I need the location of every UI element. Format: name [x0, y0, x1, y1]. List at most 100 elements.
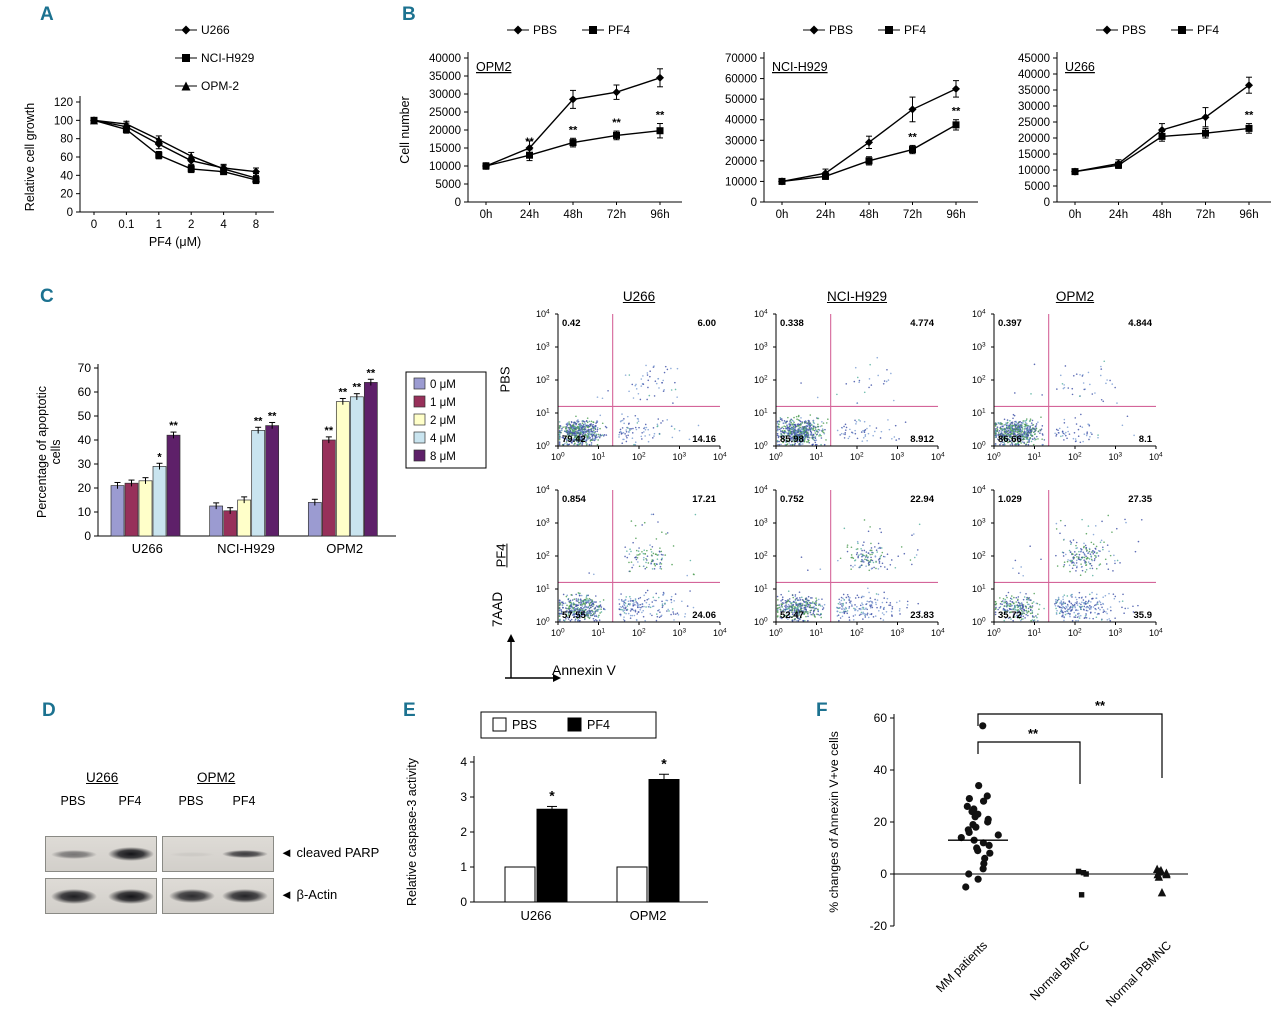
svg-text:102: 102	[1068, 628, 1082, 639]
svg-text:50: 50	[78, 409, 92, 423]
svg-text:60000: 60000	[725, 74, 757, 86]
svg-text:102: 102	[536, 551, 550, 562]
svg-text:U266: U266	[520, 908, 551, 923]
svg-text:**: **	[908, 131, 917, 143]
panel-c-label: C	[40, 286, 54, 307]
svg-text:48h: 48h	[563, 209, 582, 221]
blot-group-opm2: OPM2	[197, 770, 236, 785]
svg-text:PF4: PF4	[608, 23, 630, 37]
svg-text:25000: 25000	[429, 107, 461, 119]
svg-text:102: 102	[850, 452, 864, 463]
svg-text:2: 2	[188, 219, 194, 231]
svg-text:**: **	[952, 106, 961, 118]
svg-text:96h: 96h	[650, 209, 669, 221]
svg-text:48h: 48h	[859, 209, 878, 221]
blot-lane-label: PF4	[118, 794, 142, 808]
svg-text:**: **	[656, 110, 665, 122]
svg-text:100: 100	[54, 115, 73, 127]
svg-text:103: 103	[891, 628, 905, 639]
svg-text:0h: 0h	[776, 209, 789, 221]
svg-text:103: 103	[1109, 628, 1123, 639]
svg-text:OPM-2: OPM-2	[201, 79, 239, 93]
svg-text:27.35: 27.35	[1128, 494, 1152, 505]
svg-text:100: 100	[754, 441, 768, 452]
svg-text:**: **	[268, 410, 277, 422]
svg-text:0: 0	[84, 529, 91, 543]
blot-strip-actin-u266	[45, 878, 157, 914]
svg-text:96h: 96h	[1239, 209, 1258, 221]
svg-text:100: 100	[972, 441, 986, 452]
flow-row-label-pf4: PF4	[493, 543, 509, 568]
svg-text:-20: -20	[870, 919, 888, 933]
svg-text:6.00: 6.00	[698, 318, 717, 329]
svg-text:100: 100	[536, 441, 550, 452]
svg-text:0 μM: 0 μM	[430, 379, 456, 391]
svg-text:25000: 25000	[1018, 117, 1050, 129]
svg-text:100: 100	[769, 452, 783, 463]
svg-text:Relative cell growth: Relative cell growth	[23, 103, 37, 211]
svg-text:NCI-H929: NCI-H929	[217, 541, 275, 556]
svg-text:8: 8	[253, 219, 259, 231]
svg-text:8 μM: 8 μM	[430, 451, 456, 463]
svg-text:30000: 30000	[1018, 101, 1050, 113]
svg-text:PBS: PBS	[1122, 23, 1146, 37]
svg-text:*: *	[157, 451, 162, 463]
svg-text:Percentage of apoptotic: Percentage of apoptotic	[35, 386, 49, 518]
svg-text:20000: 20000	[429, 125, 461, 137]
panel-f-label: F	[816, 700, 828, 721]
svg-text:22.94: 22.94	[910, 494, 934, 505]
svg-text:85.98: 85.98	[780, 434, 804, 445]
svg-text:101: 101	[536, 408, 550, 419]
svg-text:35.9: 35.9	[1134, 610, 1153, 621]
svg-text:102: 102	[754, 551, 768, 562]
svg-text:0h: 0h	[1069, 209, 1082, 221]
svg-text:70000: 70000	[725, 53, 757, 65]
blot-strip-actin-opm2	[162, 878, 274, 914]
svg-text:103: 103	[754, 518, 768, 529]
svg-text:4: 4	[220, 219, 227, 231]
left-arrowhead-icon: ◄	[280, 887, 293, 902]
svg-text:0: 0	[460, 895, 467, 909]
svg-text:Relative caspase-3 activity: Relative caspase-3 activity	[405, 757, 419, 906]
panel-d-label: D	[42, 700, 56, 721]
svg-text:5000: 5000	[1024, 181, 1050, 193]
svg-text:104: 104	[931, 452, 945, 463]
svg-text:20: 20	[60, 189, 73, 201]
svg-text:0.397: 0.397	[998, 318, 1022, 329]
svg-text:15000: 15000	[429, 143, 461, 155]
svg-text:104: 104	[931, 628, 945, 639]
svg-text:96h: 96h	[946, 209, 965, 221]
svg-text:0: 0	[1044, 197, 1050, 209]
svg-text:30000: 30000	[429, 89, 461, 101]
svg-text:102: 102	[1068, 452, 1082, 463]
flow-row-label-pbs: PBS	[497, 366, 513, 393]
svg-text:100: 100	[987, 452, 1001, 463]
left-arrowhead-icon: ◄	[280, 845, 293, 860]
svg-text:100: 100	[754, 617, 768, 628]
svg-text:72h: 72h	[607, 209, 626, 221]
svg-text:10: 10	[78, 505, 92, 519]
svg-text:57.55: 57.55	[562, 610, 586, 621]
svg-text:104: 104	[536, 309, 550, 320]
svg-text:40000: 40000	[725, 115, 757, 127]
blot-band	[169, 851, 215, 857]
svg-text:0: 0	[880, 867, 887, 881]
svg-text:40: 40	[60, 170, 73, 182]
svg-text:86.66: 86.66	[998, 434, 1022, 445]
svg-text:103: 103	[673, 452, 687, 463]
svg-text:35000: 35000	[429, 71, 461, 83]
svg-text:8.1: 8.1	[1139, 434, 1153, 445]
svg-text:102: 102	[754, 375, 768, 386]
blot-group-u266: U266	[86, 770, 119, 785]
svg-text:101: 101	[754, 584, 768, 595]
svg-text:PBS: PBS	[512, 718, 537, 732]
svg-text:Cell number: Cell number	[398, 96, 412, 163]
svg-text:0h: 0h	[480, 209, 493, 221]
svg-text:24h: 24h	[1109, 209, 1128, 221]
svg-text:PF4: PF4	[1197, 23, 1219, 37]
svg-text:48h: 48h	[1152, 209, 1171, 221]
panel-b-chart-opm2: 0 5000 10000 15000 20000 25000 30000 35000 40000…	[398, 23, 682, 221]
